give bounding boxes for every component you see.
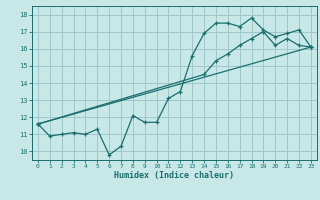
X-axis label: Humidex (Indice chaleur): Humidex (Indice chaleur) [115,171,234,180]
